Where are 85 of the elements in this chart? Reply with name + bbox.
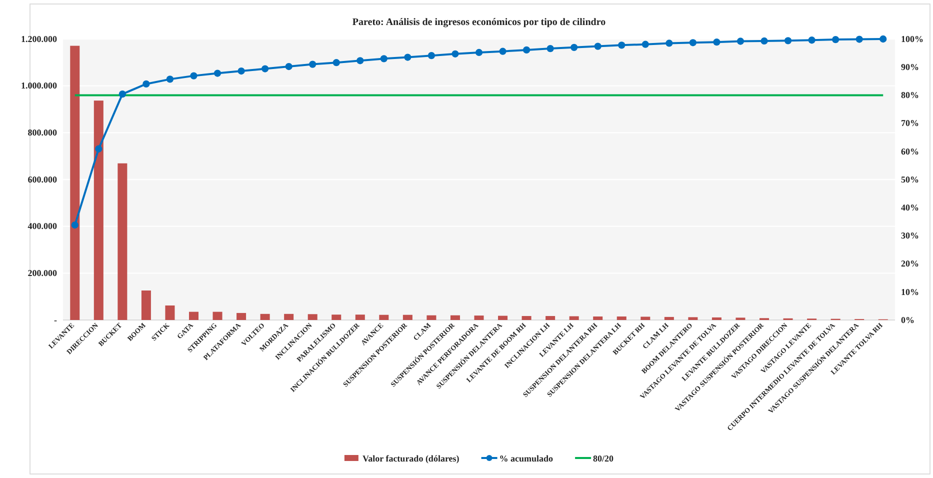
point <box>475 48 483 56</box>
point <box>594 42 602 50</box>
point <box>546 44 554 52</box>
bar <box>70 46 80 320</box>
y2-tick-label: 40% <box>901 202 919 212</box>
point <box>214 70 222 77</box>
point <box>238 67 245 75</box>
bar <box>94 100 104 320</box>
bar <box>260 314 270 320</box>
y2-tick-label: 90% <box>901 62 919 72</box>
bar <box>332 314 342 320</box>
point <box>142 80 150 88</box>
bar <box>546 316 556 320</box>
point <box>784 37 792 44</box>
y-tick-label: 1.000.000 <box>21 80 58 91</box>
point <box>618 42 626 49</box>
y2-tick-label: 100% <box>901 34 924 44</box>
point <box>452 50 459 58</box>
point <box>760 37 768 45</box>
y2-tick-label: 60% <box>901 146 919 156</box>
point <box>856 36 863 43</box>
y-tick-label: 400.000 <box>28 221 58 232</box>
point <box>713 38 720 46</box>
point <box>309 60 316 68</box>
y2-tick-label: 30% <box>901 230 919 241</box>
point <box>285 62 292 70</box>
y2-tick-label: 10% <box>901 286 919 297</box>
bar <box>664 316 674 320</box>
point <box>499 48 506 55</box>
bar <box>355 314 365 320</box>
bar <box>141 290 151 320</box>
point <box>261 65 269 72</box>
point <box>95 145 102 152</box>
bar <box>284 314 294 320</box>
y2-tick-label: 0% <box>901 314 914 325</box>
bar <box>426 315 436 320</box>
point <box>666 40 673 47</box>
point <box>356 57 364 64</box>
bar <box>212 312 222 320</box>
legend-label: 80/20 <box>593 454 614 464</box>
y-tick-label: - <box>54 314 57 325</box>
y2-tick-label: 50% <box>901 174 919 184</box>
bar <box>522 316 532 320</box>
bar <box>640 316 650 320</box>
point <box>428 52 436 60</box>
point <box>332 59 340 66</box>
bar <box>569 316 579 320</box>
bar <box>688 317 698 320</box>
bar <box>616 316 626 320</box>
y-tick-label: 800.000 <box>28 128 58 138</box>
point <box>642 40 649 48</box>
point <box>880 35 887 43</box>
point <box>71 221 78 229</box>
bar <box>474 316 484 320</box>
point <box>570 44 578 51</box>
bar <box>593 316 603 320</box>
point <box>832 36 840 44</box>
y-tick-label: 600.000 <box>28 174 58 184</box>
y2-tick-label: 80% <box>901 90 919 100</box>
bar <box>402 314 412 320</box>
bar <box>188 312 198 320</box>
bar <box>165 305 175 320</box>
bar <box>498 316 508 320</box>
bar <box>308 314 318 320</box>
point <box>808 36 816 44</box>
point <box>118 90 126 98</box>
legend-label: % acumulado <box>499 454 554 464</box>
point <box>736 38 744 45</box>
y-tick-label: 1.200.000 <box>21 34 58 44</box>
bar <box>379 314 389 320</box>
bar <box>712 317 722 320</box>
y-tick-label: 200.000 <box>28 268 58 278</box>
point <box>522 46 530 54</box>
y2-tick-label: 70% <box>901 118 919 128</box>
y2-tick-label: 20% <box>901 258 919 269</box>
point <box>380 55 388 62</box>
bar <box>118 163 128 320</box>
bar <box>236 312 246 320</box>
legend-label: Valor facturado (dólares) <box>362 454 460 464</box>
point <box>404 54 412 61</box>
chart-title: Pareto: Análisis de ingresos económicos por tipo de cilindro <box>352 17 606 28</box>
point <box>166 76 174 83</box>
point <box>190 72 198 80</box>
point <box>689 39 697 46</box>
bar <box>450 315 460 320</box>
